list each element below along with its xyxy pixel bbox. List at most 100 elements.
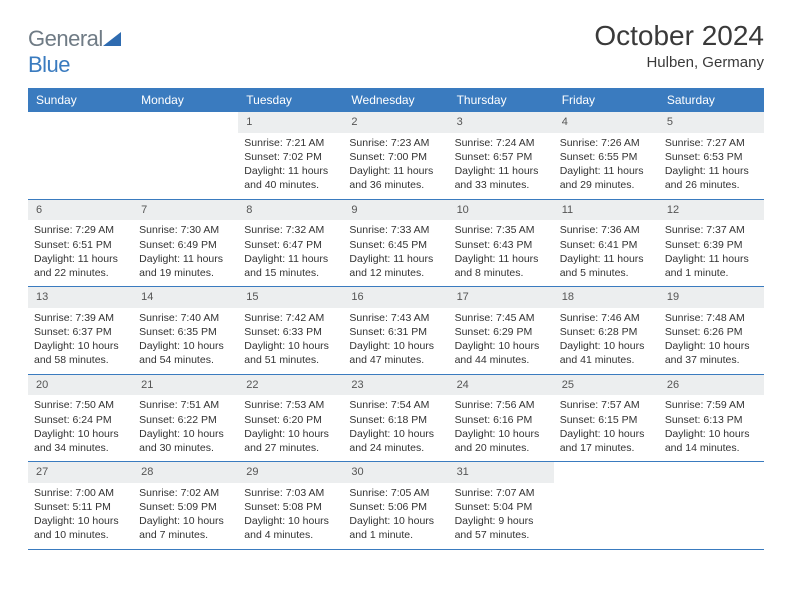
day-number: 15 [238, 287, 343, 308]
day-details: Sunrise: 7:40 AMSunset: 6:35 PMDaylight:… [133, 308, 238, 374]
calendar-day-cell: 12Sunrise: 7:37 AMSunset: 6:39 PMDayligh… [659, 200, 764, 287]
day-details: Sunrise: 7:33 AMSunset: 6:45 PMDaylight:… [343, 220, 448, 286]
title-block: October 2024 Hulben, Germany [594, 20, 764, 71]
calendar-day-cell: 21Sunrise: 7:51 AMSunset: 6:22 PMDayligh… [133, 375, 238, 462]
calendar-week-row: 13Sunrise: 7:39 AMSunset: 6:37 PMDayligh… [28, 287, 764, 375]
calendar-day-cell: 16Sunrise: 7:43 AMSunset: 6:31 PMDayligh… [343, 287, 448, 374]
sunrise-line: Sunrise: 7:24 AM [455, 136, 548, 150]
day-details: Sunrise: 7:36 AMSunset: 6:41 PMDaylight:… [554, 220, 659, 286]
day-number: 30 [343, 462, 448, 483]
day-number: 29 [238, 462, 343, 483]
sunrise-line: Sunrise: 7:56 AM [455, 398, 548, 412]
sunset-line: Sunset: 6:37 PM [34, 325, 127, 339]
day-details: Sunrise: 7:26 AMSunset: 6:55 PMDaylight:… [554, 133, 659, 199]
sunset-line: Sunset: 6:26 PM [665, 325, 758, 339]
sunset-line: Sunset: 6:15 PM [560, 413, 653, 427]
day-details: Sunrise: 7:46 AMSunset: 6:28 PMDaylight:… [554, 308, 659, 374]
day-number: 23 [343, 375, 448, 396]
sunset-line: Sunset: 5:04 PM [455, 500, 548, 514]
sunrise-line: Sunrise: 7:29 AM [34, 223, 127, 237]
daylight-line: Daylight: 10 hours and 51 minutes. [244, 339, 337, 367]
sunset-line: Sunset: 6:45 PM [349, 238, 442, 252]
day-number: 9 [343, 200, 448, 221]
sunset-line: Sunset: 6:53 PM [665, 150, 758, 164]
daylight-line: Daylight: 10 hours and 41 minutes. [560, 339, 653, 367]
sunset-line: Sunset: 6:51 PM [34, 238, 127, 252]
sunset-line: Sunset: 6:41 PM [560, 238, 653, 252]
sunset-line: Sunset: 5:09 PM [139, 500, 232, 514]
day-details: Sunrise: 7:29 AMSunset: 6:51 PMDaylight:… [28, 220, 133, 286]
day-details: Sunrise: 7:57 AMSunset: 6:15 PMDaylight:… [554, 395, 659, 461]
day-details: Sunrise: 7:21 AMSunset: 7:02 PMDaylight:… [238, 133, 343, 199]
day-details: Sunrise: 7:56 AMSunset: 6:16 PMDaylight:… [449, 395, 554, 461]
daylight-line: Daylight: 11 hours and 36 minutes. [349, 164, 442, 192]
day-details: Sunrise: 7:32 AMSunset: 6:47 PMDaylight:… [238, 220, 343, 286]
sunrise-line: Sunrise: 7:05 AM [349, 486, 442, 500]
calendar-day-cell: 5Sunrise: 7:27 AMSunset: 6:53 PMDaylight… [659, 112, 764, 199]
sunrise-line: Sunrise: 7:39 AM [34, 311, 127, 325]
calendar-day-cell: 8Sunrise: 7:32 AMSunset: 6:47 PMDaylight… [238, 200, 343, 287]
calendar-day-cell [133, 112, 238, 199]
day-number: 24 [449, 375, 554, 396]
sunrise-line: Sunrise: 7:42 AM [244, 311, 337, 325]
calendar-week-row: 1Sunrise: 7:21 AMSunset: 7:02 PMDaylight… [28, 112, 764, 200]
daylight-line: Daylight: 10 hours and 14 minutes. [665, 427, 758, 455]
daylight-line: Daylight: 10 hours and 27 minutes. [244, 427, 337, 455]
calendar-day-cell: 30 Sunrise: 7:05 AMSunset: 5:06 PMDayligh… [343, 462, 448, 549]
day-number: 6 [28, 200, 133, 221]
day-number: 20 [28, 375, 133, 396]
sunrise-line: Sunrise: 7:46 AM [560, 311, 653, 325]
logo-triangle-icon [103, 26, 121, 52]
calendar-day-cell: 19Sunrise: 7:48 AMSunset: 6:26 PMDayligh… [659, 287, 764, 374]
sunset-line: Sunset: 5:06 PM [349, 500, 442, 514]
page-header: GeneralBlue October 2024 Hulben, Germany [28, 20, 764, 78]
day-number: 3 [449, 112, 554, 133]
day-details: Sunrise: 7:35 AMSunset: 6:43 PMDaylight:… [449, 220, 554, 286]
day-details: Sunrise: 7:02 AMSunset: 5:09 PMDaylight:… [133, 483, 238, 549]
sunrise-line: Sunrise: 7:43 AM [349, 311, 442, 325]
brand-logo: GeneralBlue [28, 20, 121, 78]
day-details: Sunrise: 7:54 AMSunset: 6:18 PMDaylight:… [343, 395, 448, 461]
sunset-line: Sunset: 6:13 PM [665, 413, 758, 427]
daylight-line: Daylight: 10 hours and 44 minutes. [455, 339, 548, 367]
dayheader-thursday: Thursday [449, 88, 554, 112]
daylight-line: Daylight: 10 hours and 34 minutes. [34, 427, 127, 455]
day-details: Sunrise: 7:45 AMSunset: 6:29 PMDaylight:… [449, 308, 554, 374]
day-number: 12 [659, 200, 764, 221]
calendar-day-cell: 10Sunrise: 7:35 AMSunset: 6:43 PMDayligh… [449, 200, 554, 287]
daylight-line: Daylight: 11 hours and 5 minutes. [560, 252, 653, 280]
sunset-line: Sunset: 5:11 PM [34, 500, 127, 514]
sunset-line: Sunset: 6:16 PM [455, 413, 548, 427]
month-title: October 2024 [594, 20, 764, 52]
sunset-line: Sunset: 6:55 PM [560, 150, 653, 164]
calendar-day-cell: 29Sunrise: 7:03 AMSunset: 5:08 PMDayligh… [238, 462, 343, 549]
sunset-line: Sunset: 6:35 PM [139, 325, 232, 339]
daylight-line: Daylight: 10 hours and 10 minutes. [34, 514, 127, 542]
sunset-line: Sunset: 6:33 PM [244, 325, 337, 339]
day-details: Sunrise: 7:37 AMSunset: 6:39 PMDaylight:… [659, 220, 764, 286]
day-number: 8 [238, 200, 343, 221]
sunrise-line: Sunrise: 7:57 AM [560, 398, 653, 412]
day-details: Sunrise: 7:03 AMSunset: 5:08 PMDaylight:… [238, 483, 343, 549]
calendar-day-cell: 23Sunrise: 7:54 AMSunset: 6:18 PMDayligh… [343, 375, 448, 462]
sunrise-line: Sunrise: 7:54 AM [349, 398, 442, 412]
day-details: Sunrise: 7:51 AMSunset: 6:22 PMDaylight:… [133, 395, 238, 461]
calendar-day-cell: 1Sunrise: 7:21 AMSunset: 7:02 PMDaylight… [238, 112, 343, 199]
sunrise-line: Sunrise: 7:03 AM [244, 486, 337, 500]
day-number: 16 [343, 287, 448, 308]
day-number: 31 [449, 462, 554, 483]
calendar-grid: Sunday Monday Tuesday Wednesday Thursday… [28, 88, 764, 550]
calendar-day-cell: 28Sunrise: 7:02 AMSunset: 5:09 PMDayligh… [133, 462, 238, 549]
daylight-line: Daylight: 10 hours and 7 minutes. [139, 514, 232, 542]
day-number: 10 [449, 200, 554, 221]
daylight-line: Daylight: 10 hours and 1 minute. [349, 514, 442, 542]
sunset-line: Sunset: 6:31 PM [349, 325, 442, 339]
brand-blue: Blue [28, 52, 70, 77]
day-details: Sunrise: 7:42 AMSunset: 6:33 PMDaylight:… [238, 308, 343, 374]
daylight-line: Daylight: 9 hours and 57 minutes. [455, 514, 548, 542]
day-number: 21 [133, 375, 238, 396]
calendar-day-cell: 18Sunrise: 7:46 AMSunset: 6:28 PMDayligh… [554, 287, 659, 374]
day-details: Sunrise: 7:07 AMSunset: 5:04 PMDaylight:… [449, 483, 554, 549]
calendar-day-cell: 4Sunrise: 7:26 AMSunset: 6:55 PMDaylight… [554, 112, 659, 199]
day-details: Sunrise: 7:48 AMSunset: 6:26 PMDaylight:… [659, 308, 764, 374]
